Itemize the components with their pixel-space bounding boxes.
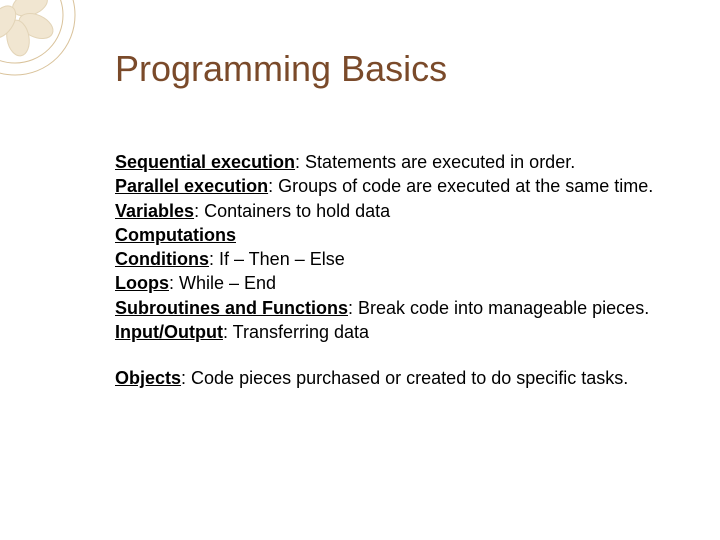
desc: : While – End (169, 273, 276, 293)
term: Objects (115, 368, 181, 388)
slide: Programming Basics Sequential execution:… (0, 0, 720, 540)
body-line: Variables: Containers to hold data (115, 199, 680, 223)
desc: : Groups of code are executed at the sam… (268, 176, 653, 196)
paragraph-gap (115, 344, 680, 366)
desc: : Code pieces purchased or created to do… (181, 368, 628, 388)
term: Variables (115, 201, 194, 221)
body-line: Parallel execution: Groups of code are e… (115, 174, 680, 198)
term: Input/Output (115, 322, 223, 342)
desc: : Containers to hold data (194, 201, 390, 221)
term: Parallel execution (115, 176, 268, 196)
slide-body: Sequential execution: Statements are exe… (115, 150, 680, 391)
body-line: Conditions: If – Then – Else (115, 247, 680, 271)
desc: : Transferring data (223, 322, 369, 342)
desc: : Break code into manageable pieces. (348, 298, 649, 318)
term: Subroutines and Functions (115, 298, 348, 318)
slide-title: Programming Basics (115, 48, 447, 90)
desc: : If – Then – Else (209, 249, 345, 269)
body-line: Subroutines and Functions: Break code in… (115, 296, 680, 320)
desc: : Statements are executed in order. (295, 152, 575, 172)
term: Loops (115, 273, 169, 293)
body-line: Sequential execution: Statements are exe… (115, 150, 680, 174)
term: Conditions (115, 249, 209, 269)
corner-decoration (0, 0, 100, 100)
body-line: Loops: While – End (115, 271, 680, 295)
term: Sequential execution (115, 152, 295, 172)
body-line: Computations (115, 223, 680, 247)
body-line: Objects: Code pieces purchased or create… (115, 366, 680, 390)
term: Computations (115, 225, 236, 245)
body-line: Input/Output: Transferring data (115, 320, 680, 344)
